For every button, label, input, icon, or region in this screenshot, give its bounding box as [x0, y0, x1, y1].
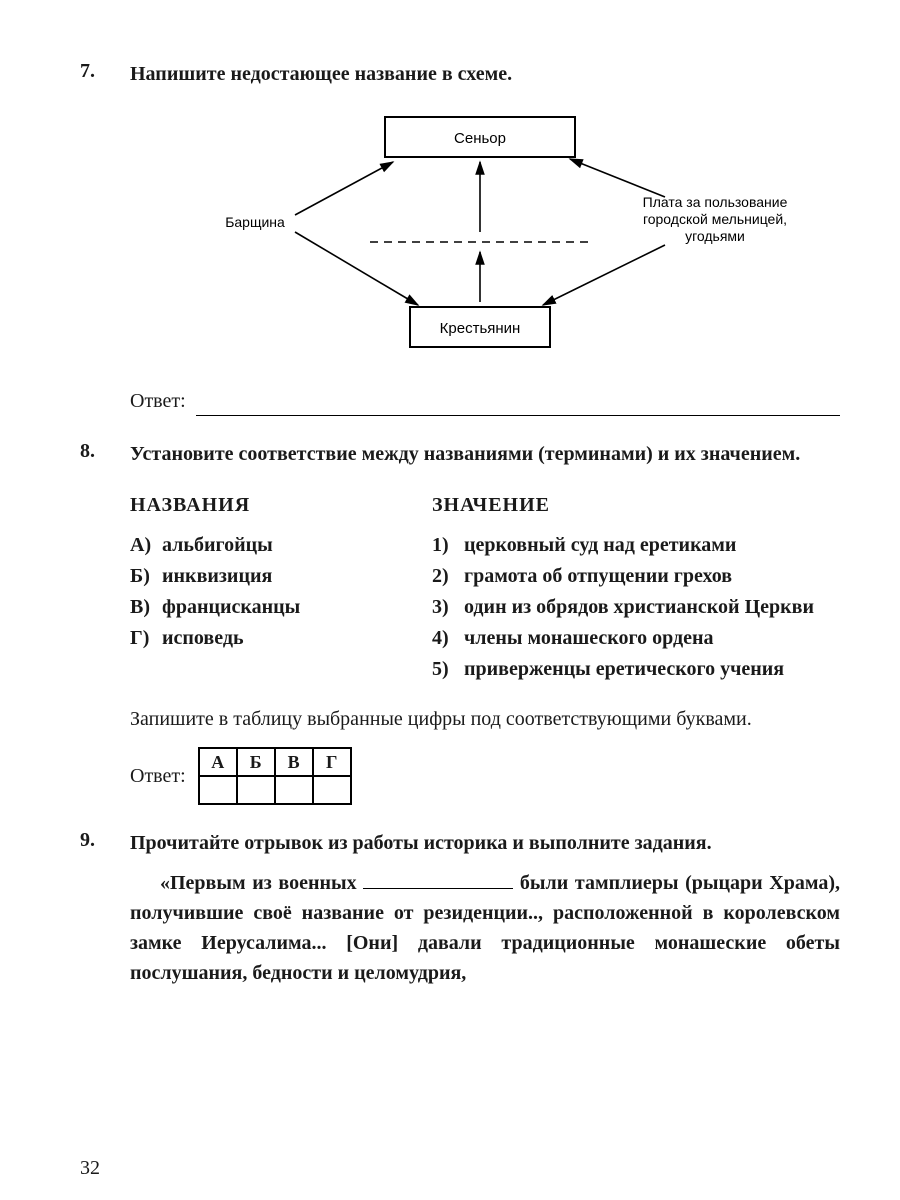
- question-9: 9. Прочитайте отрывок из работы историка…: [80, 829, 840, 988]
- answer-table: АБВГ: [198, 747, 352, 805]
- question-number: 7.: [80, 60, 106, 83]
- answer-label: Ответ:: [130, 387, 186, 416]
- table-header-cell: Г: [313, 748, 351, 776]
- meaning-item: 2)грамота об отпущении грехов: [432, 561, 840, 592]
- question-prompt: Напишите недостающее название в схеме.: [130, 60, 840, 89]
- instruction-note: Запишите в таблицу выбранные цифры под с…: [130, 705, 840, 733]
- name-item: А)альбигойцы: [130, 530, 402, 561]
- question-prompt: Прочитайте отрывок из работы историка и …: [130, 829, 840, 858]
- names-column: НАЗВАНИЯ А)альбигойцыБ)инквизицияВ)франц…: [130, 491, 402, 685]
- meanings-column: ЗНАЧЕНИЕ 1)церковный суд над еретиками2)…: [432, 491, 840, 685]
- names-header: НАЗВАНИЯ: [130, 491, 402, 520]
- meaning-item: 1)церковный суд над еретиками: [432, 530, 840, 561]
- table-header-cell: Б: [237, 748, 275, 776]
- question-7: 7. Напишите недостающее название в схеме…: [80, 60, 840, 416]
- diagram-top-box-label: Сеньор: [454, 130, 506, 147]
- diagram-left-label: Барщина: [225, 214, 285, 230]
- passage-blank[interactable]: [363, 875, 513, 889]
- meaning-item: 3)один из обрядов христианской Церкви: [432, 592, 840, 623]
- answer-line: Ответ:: [130, 387, 840, 416]
- table-answer-cell[interactable]: [199, 776, 237, 804]
- table-header-cell: А: [199, 748, 237, 776]
- diagram-right-label-3: угодьями: [685, 228, 745, 244]
- page-number: 32: [80, 1157, 100, 1180]
- meanings-header: ЗНАЧЕНИЕ: [432, 491, 840, 520]
- meaning-item: 5)приверженцы еретического учения: [432, 654, 840, 685]
- scheme-diagram: Сеньор Крестьянин Барщина Плата за польз…: [130, 107, 840, 367]
- answer-blank[interactable]: [196, 394, 840, 416]
- table-answer-cell[interactable]: [275, 776, 313, 804]
- table-answer-cell[interactable]: [313, 776, 351, 804]
- question-number: 8.: [80, 440, 106, 463]
- question-number: 9.: [80, 829, 106, 852]
- answer-label: Ответ:: [130, 762, 186, 791]
- diagram-bottom-box-label: Крестьянин: [440, 320, 521, 337]
- passage-pre: «Первым из военных: [160, 872, 363, 894]
- diagram-right-label-2: городской мельницей,: [643, 211, 787, 227]
- name-item: Б)инквизиция: [130, 561, 402, 592]
- table-header-cell: В: [275, 748, 313, 776]
- meaning-item: 4)члены монашеского ордена: [432, 623, 840, 654]
- name-item: В)францисканцы: [130, 592, 402, 623]
- table-answer-cell[interactable]: [237, 776, 275, 804]
- name-item: Г)исповедь: [130, 623, 402, 654]
- passage-text: «Первым из военных были тамплиеры (рыцар…: [130, 868, 840, 988]
- question-8: 8. Установите соответствие между названи…: [80, 440, 840, 805]
- question-prompt: Установите соответствие между названиями…: [130, 440, 840, 469]
